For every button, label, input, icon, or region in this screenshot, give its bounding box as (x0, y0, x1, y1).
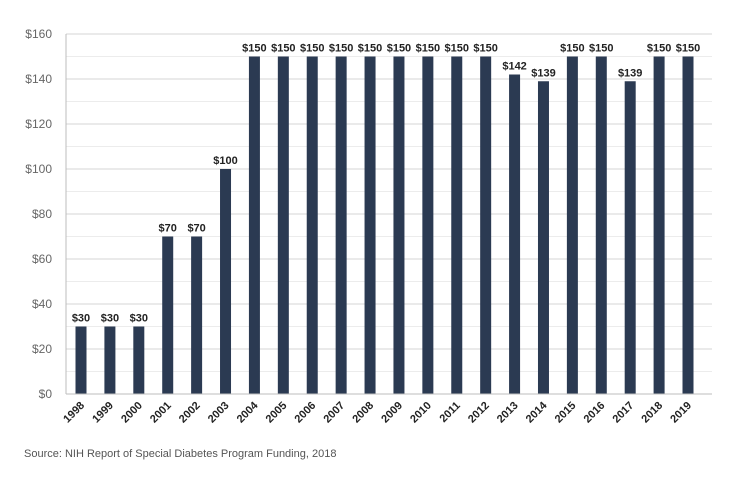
x-tick-label: 1998 (61, 400, 87, 426)
data-labels: $30 $30 $30 $70 $70 $100 $150 $150 $150 $150 $150 $… (72, 43, 700, 325)
x-tick-label: 2014 (524, 399, 550, 425)
x-tick-label: 2009 (379, 400, 405, 426)
bar (595, 56, 607, 394)
data-label: $100 (213, 155, 237, 167)
data-label: $30 (101, 313, 119, 325)
data-label: $150 (445, 43, 469, 55)
x-tick-label: 2002 (177, 400, 203, 426)
data-label: $150 (242, 43, 266, 55)
x-tick-label: 2011 (438, 400, 463, 425)
x-tick-label: 2013 (495, 400, 521, 426)
x-tick-label: 2001 (148, 400, 174, 426)
data-label: $30 (130, 313, 148, 325)
data-label: $150 (647, 43, 671, 55)
y-axis-ticks: $0 $20 $40 $60 $80 $100 $120 $140 $160 (25, 27, 52, 401)
y-tick-label: $160 (25, 27, 52, 41)
x-tick-label: 2003 (206, 400, 232, 426)
bar (335, 56, 347, 394)
bar (422, 56, 434, 394)
bar (75, 326, 87, 394)
data-label: $70 (187, 223, 205, 235)
bar (104, 326, 116, 394)
x-tick-label: 2016 (582, 400, 608, 426)
x-tick-label: 2018 (639, 400, 665, 426)
data-label: $150 (560, 43, 584, 55)
data-label: $70 (159, 223, 177, 235)
bar (682, 56, 694, 394)
bar (480, 56, 492, 394)
x-tick-label: 2008 (350, 400, 376, 426)
y-tick-label: $120 (25, 117, 52, 131)
x-axis-ticks: 1998 1999 2000 2001 2002 2003 2004 2005 2006 2007… (61, 399, 694, 425)
data-label: $150 (473, 43, 497, 55)
bar (248, 56, 260, 394)
bar (566, 56, 578, 394)
x-tick-label: 2005 (264, 400, 290, 426)
bar (509, 74, 521, 394)
bar (162, 236, 174, 394)
data-label: $150 (416, 43, 440, 55)
y-tick-label: $100 (25, 162, 52, 176)
x-tick-label: 2019 (668, 400, 694, 426)
bar (393, 56, 405, 394)
data-label: $150 (271, 43, 295, 55)
bar (306, 56, 318, 394)
data-label: $150 (358, 43, 382, 55)
bar (133, 326, 145, 394)
bar (364, 56, 376, 394)
source-note: Source: NIH Report of Special Diabetes P… (24, 448, 337, 460)
data-label: $142 (502, 61, 526, 73)
x-tick-label: 2015 (553, 400, 579, 426)
x-tick-label: 2007 (321, 400, 347, 426)
bar (220, 169, 232, 394)
bar (653, 56, 665, 394)
data-label: $150 (676, 43, 700, 55)
data-label: $150 (387, 43, 411, 55)
bar (624, 81, 636, 394)
y-tick-label: $20 (32, 342, 52, 356)
x-tick-label: 1999 (90, 400, 116, 426)
y-tick-label: $80 (32, 207, 52, 221)
data-label: $150 (329, 43, 353, 55)
x-tick-label: 2004 (235, 399, 261, 425)
y-tick-label: $40 (32, 297, 52, 311)
bar (451, 56, 463, 394)
x-tick-label: 2010 (408, 400, 434, 426)
y-tick-label: $60 (32, 252, 52, 266)
x-tick-label: 2000 (119, 400, 145, 426)
y-tick-label: $140 (25, 72, 52, 86)
data-label: $150 (300, 43, 324, 55)
data-label: $30 (72, 313, 90, 325)
x-tick-label: 2012 (466, 400, 492, 426)
x-tick-label: 2006 (293, 400, 319, 426)
data-label: $139 (531, 67, 555, 79)
bar (191, 236, 203, 394)
x-tick-label: 2017 (611, 400, 637, 426)
bar (277, 56, 289, 394)
bar (537, 81, 549, 394)
data-label: $150 (589, 43, 613, 55)
y-tick-label: $0 (39, 387, 53, 401)
bars (75, 56, 694, 394)
data-label: $139 (618, 67, 642, 79)
